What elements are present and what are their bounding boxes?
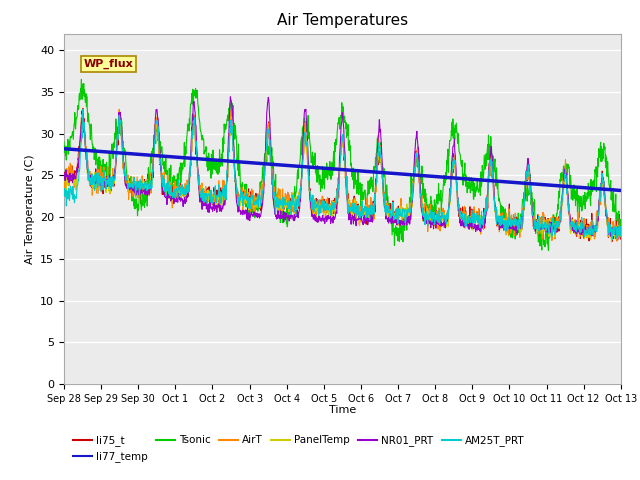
Y-axis label: Air Temperature (C): Air Temperature (C) [24,154,35,264]
Legend: li75_t, li77_temp, Tsonic, AirT, PanelTemp, NR01_PRT, AM25T_PRT: li75_t, li77_temp, Tsonic, AirT, PanelTe… [69,431,529,467]
Title: Air Temperatures: Air Temperatures [277,13,408,28]
X-axis label: Time: Time [329,405,356,415]
Text: WP_flux: WP_flux [83,59,133,69]
